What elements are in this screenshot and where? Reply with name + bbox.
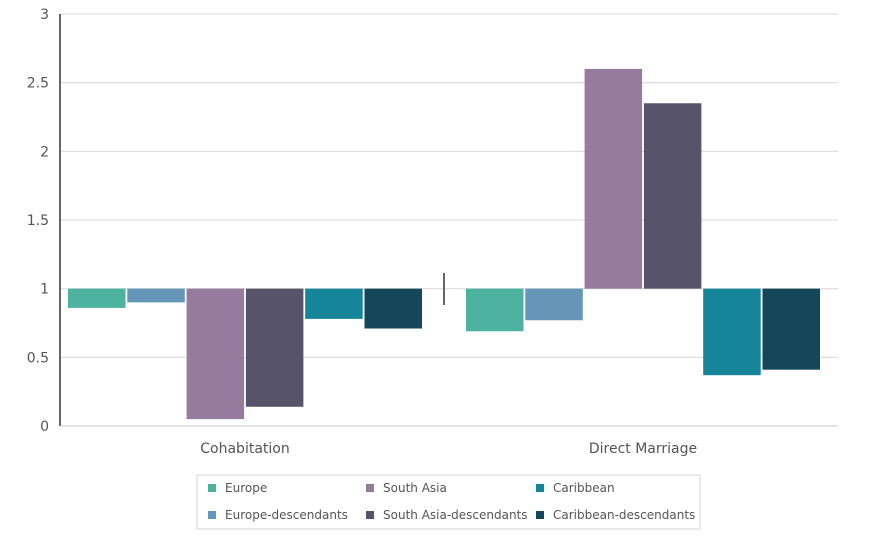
bar-south-asia-0[interactable] bbox=[186, 288, 245, 420]
bar-caribbean-1[interactable] bbox=[703, 288, 761, 376]
y-tick-label: 1 bbox=[40, 282, 49, 298]
bar-south-asia-1[interactable] bbox=[584, 68, 643, 289]
legend-swatch bbox=[536, 511, 544, 519]
bar-europe-descendants-0[interactable] bbox=[127, 288, 185, 303]
legend-label: South Asia bbox=[383, 481, 447, 495]
legend-swatch bbox=[208, 511, 216, 519]
bar-europe-1[interactable] bbox=[466, 288, 524, 332]
x-category-label: Direct Marriage bbox=[589, 441, 697, 457]
axes bbox=[59, 14, 838, 427]
y-tick-label: 0 bbox=[40, 419, 49, 435]
bar-europe-0[interactable] bbox=[68, 288, 126, 308]
legend-swatch bbox=[366, 484, 374, 492]
bar-south-asia-descendants-0[interactable] bbox=[245, 288, 304, 407]
bars bbox=[68, 68, 821, 420]
y-tick-label: 3 bbox=[40, 7, 49, 23]
bar-caribbean-descendants-0[interactable] bbox=[364, 288, 423, 329]
legend-item-europe[interactable]: Europe bbox=[208, 481, 267, 495]
y-tick-label: 1.5 bbox=[27, 213, 49, 229]
legend-label: Caribbean bbox=[553, 481, 615, 495]
legend-box bbox=[196, 474, 701, 530]
legend-swatch bbox=[208, 484, 216, 492]
bar-europe-descendants-1[interactable] bbox=[525, 288, 583, 321]
x-category-label: Cohabitation bbox=[200, 441, 289, 457]
y-tick-label: 2.5 bbox=[27, 76, 49, 92]
x-category-labels: Cohabitation Direct Marriage bbox=[200, 441, 697, 457]
legend-item-south-asia-descendants[interactable]: South Asia-descendants bbox=[366, 508, 528, 522]
legend-swatch bbox=[536, 484, 544, 492]
legend-swatch bbox=[366, 511, 374, 519]
legend-label: Caribbean-descendants bbox=[553, 508, 695, 522]
legend-label: Europe bbox=[225, 481, 267, 495]
bar-caribbean-0[interactable] bbox=[305, 288, 363, 319]
legend-item-caribbean-descendants[interactable]: Caribbean-descendants bbox=[536, 508, 695, 522]
y-tick-label: 0.5 bbox=[27, 350, 49, 366]
legend-item-caribbean[interactable]: Caribbean bbox=[536, 481, 615, 495]
legend-item-south-asia[interactable]: South Asia bbox=[366, 481, 447, 495]
y-tick-label: 2 bbox=[40, 144, 49, 160]
legend: Europe South Asia Caribbean Europe-descenda… bbox=[196, 474, 701, 530]
bar-caribbean-descendants-1[interactable] bbox=[762, 288, 821, 370]
y-tick-labels: 0 0.5 1 1.5 2 2.5 3 bbox=[27, 7, 49, 435]
bar-south-asia-descendants-1[interactable] bbox=[643, 103, 702, 289]
legend-item-europe-descendants[interactable]: Europe-descendants bbox=[208, 508, 348, 522]
legend-label: Europe-descendants bbox=[225, 508, 348, 522]
legend-label: South Asia-descendants bbox=[383, 508, 528, 522]
